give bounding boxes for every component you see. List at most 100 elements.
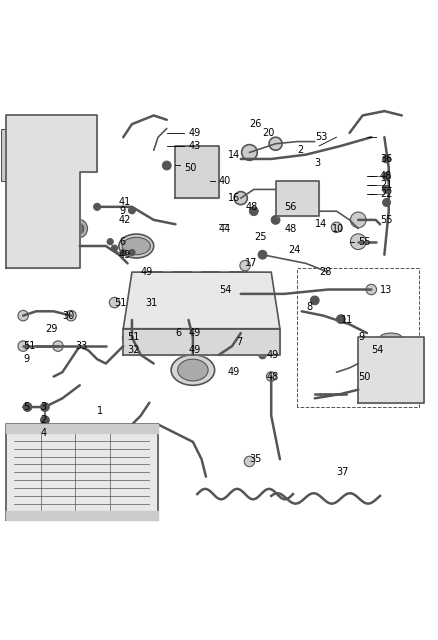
Text: 24: 24 bbox=[289, 245, 301, 255]
Polygon shape bbox=[123, 329, 280, 355]
Text: 41: 41 bbox=[119, 198, 131, 207]
Circle shape bbox=[49, 146, 66, 163]
Text: 48: 48 bbox=[284, 223, 297, 234]
Text: 8: 8 bbox=[306, 302, 312, 312]
Ellipse shape bbox=[173, 272, 191, 294]
Text: 54: 54 bbox=[219, 285, 231, 294]
Circle shape bbox=[28, 146, 46, 163]
Circle shape bbox=[241, 346, 249, 355]
Circle shape bbox=[383, 198, 391, 207]
Circle shape bbox=[112, 245, 117, 252]
Circle shape bbox=[53, 341, 63, 351]
Circle shape bbox=[94, 204, 101, 211]
Text: 1: 1 bbox=[97, 406, 103, 417]
Polygon shape bbox=[358, 337, 424, 403]
Circle shape bbox=[269, 137, 282, 150]
Text: 50: 50 bbox=[358, 372, 371, 381]
Text: 4: 4 bbox=[41, 428, 47, 438]
Text: 25: 25 bbox=[254, 232, 266, 243]
Text: 55: 55 bbox=[380, 215, 392, 225]
Text: 48: 48 bbox=[267, 372, 279, 381]
Circle shape bbox=[48, 219, 67, 238]
Polygon shape bbox=[6, 424, 158, 520]
Ellipse shape bbox=[282, 185, 313, 211]
Ellipse shape bbox=[230, 272, 247, 294]
Ellipse shape bbox=[380, 333, 402, 342]
Circle shape bbox=[11, 223, 22, 234]
Ellipse shape bbox=[171, 355, 215, 385]
Text: 44: 44 bbox=[219, 223, 231, 234]
Circle shape bbox=[271, 216, 280, 224]
Circle shape bbox=[311, 296, 319, 305]
Text: 36: 36 bbox=[380, 154, 392, 164]
Circle shape bbox=[120, 250, 126, 255]
Circle shape bbox=[41, 427, 49, 435]
Text: 2: 2 bbox=[297, 145, 304, 156]
Text: 48: 48 bbox=[380, 172, 392, 181]
Polygon shape bbox=[6, 424, 158, 433]
Circle shape bbox=[250, 207, 258, 216]
Text: 51: 51 bbox=[127, 332, 140, 342]
Ellipse shape bbox=[288, 190, 307, 207]
Text: 11: 11 bbox=[341, 315, 353, 325]
Text: 9: 9 bbox=[23, 354, 29, 364]
Ellipse shape bbox=[119, 234, 154, 258]
Text: 3: 3 bbox=[315, 158, 321, 168]
Circle shape bbox=[107, 239, 113, 244]
Circle shape bbox=[266, 372, 276, 381]
Circle shape bbox=[69, 146, 87, 163]
Ellipse shape bbox=[178, 359, 208, 381]
Text: 28: 28 bbox=[319, 267, 332, 277]
Text: 6: 6 bbox=[176, 328, 182, 338]
Text: 49: 49 bbox=[188, 128, 201, 138]
Circle shape bbox=[52, 149, 63, 160]
Text: 21: 21 bbox=[380, 180, 392, 190]
Circle shape bbox=[72, 223, 84, 234]
Text: 20: 20 bbox=[262, 128, 275, 138]
Text: 42: 42 bbox=[119, 215, 131, 225]
Text: 43: 43 bbox=[188, 141, 201, 151]
Text: 2: 2 bbox=[41, 415, 47, 425]
Text: 22: 22 bbox=[380, 189, 392, 199]
Bar bbox=[193, 155, 204, 189]
Circle shape bbox=[258, 250, 267, 259]
Circle shape bbox=[215, 342, 223, 350]
Circle shape bbox=[68, 219, 88, 238]
Text: 14: 14 bbox=[315, 220, 327, 229]
Polygon shape bbox=[123, 272, 280, 329]
Circle shape bbox=[143, 333, 156, 346]
Circle shape bbox=[129, 250, 135, 255]
Circle shape bbox=[258, 351, 266, 359]
Text: 9: 9 bbox=[358, 332, 364, 342]
Text: 16: 16 bbox=[228, 193, 240, 203]
Circle shape bbox=[242, 145, 257, 160]
Circle shape bbox=[11, 149, 22, 160]
Text: 10: 10 bbox=[332, 223, 344, 234]
Circle shape bbox=[176, 329, 197, 351]
Ellipse shape bbox=[122, 237, 150, 255]
Text: 30: 30 bbox=[62, 310, 74, 321]
Text: 6: 6 bbox=[119, 237, 125, 246]
Circle shape bbox=[234, 191, 247, 205]
Text: 7: 7 bbox=[237, 337, 243, 347]
Text: 33: 33 bbox=[75, 341, 88, 351]
Text: 5: 5 bbox=[23, 402, 29, 412]
Circle shape bbox=[32, 223, 43, 234]
Text: 9: 9 bbox=[119, 206, 125, 216]
Circle shape bbox=[18, 310, 28, 321]
Circle shape bbox=[244, 456, 254, 467]
Circle shape bbox=[217, 333, 230, 346]
Polygon shape bbox=[6, 511, 158, 520]
Circle shape bbox=[32, 149, 42, 160]
Circle shape bbox=[180, 333, 193, 346]
Circle shape bbox=[138, 329, 160, 351]
Circle shape bbox=[240, 260, 251, 271]
Circle shape bbox=[41, 416, 49, 424]
Circle shape bbox=[383, 155, 391, 163]
Text: 51: 51 bbox=[23, 341, 35, 351]
Circle shape bbox=[52, 223, 63, 234]
Text: 49: 49 bbox=[119, 250, 131, 260]
Circle shape bbox=[73, 149, 83, 160]
Text: 40: 40 bbox=[219, 176, 231, 186]
Bar bbox=[180, 155, 191, 189]
